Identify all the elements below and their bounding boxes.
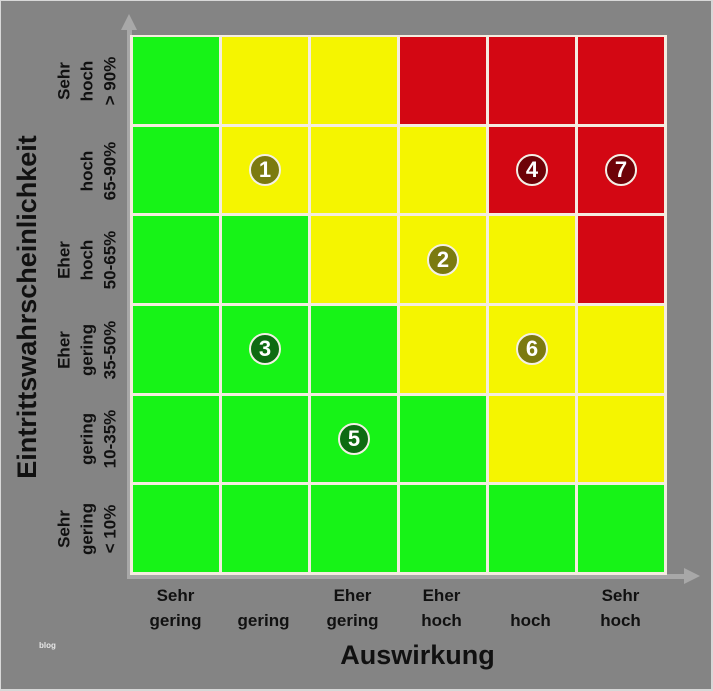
risk-matrix: 1 4 7 2 3 6 5 [130,35,667,575]
y-tick-line: Eher [54,241,73,279]
y-tick-label: Eher gering 35-50% [52,306,122,395]
matrix-cell [489,216,575,303]
y-tick-line: gering [77,503,96,555]
matrix-cell [133,395,219,483]
matrix-cell: 3 [222,305,308,393]
y-tick-line: hoch [77,239,96,281]
y-tick-line: hoch [77,60,96,102]
y-tick-line: gering [77,324,96,376]
y-tick-label: hoch 65-90% [52,127,122,216]
matrix-cell [578,395,664,483]
y-tick-line: Eher [54,331,73,369]
matrix-cell [222,485,308,572]
x-axis-line [127,574,687,579]
x-axis-arrow-icon [684,568,700,584]
y-tick-line: hoch [77,150,96,192]
y-tick-line: gering [77,413,96,465]
matrix-cell [133,126,219,214]
matrix-cell [489,395,575,483]
x-tick-label: hoch [486,583,575,633]
y-tick-line: Sehr [54,510,73,548]
risk-marker-1: 1 [249,153,281,186]
x-tick-line [486,583,575,608]
matrix-cell [311,485,397,572]
y-tick-label: gering 10-35% [52,395,122,484]
matrix-cell: 2 [400,216,486,303]
matrix-cell [222,216,308,303]
matrix-cell [311,216,397,303]
y-tick-line: < 10% [100,504,119,554]
matrix-cell: 5 [311,395,397,483]
matrix-cell [133,37,219,124]
matrix-cell: 4 [489,126,575,214]
risk-marker-7: 7 [605,153,637,186]
risk-marker-6: 6 [516,333,548,366]
x-tick-line: hoch [421,611,462,630]
x-tick-label: Eher gering [308,583,397,633]
x-axis-title: Auswirkung [340,640,495,670]
y-tick-line: 35-50% [100,320,119,380]
matrix-cell [400,395,486,483]
y-axis-arrow-icon [121,14,137,30]
y-axis-title: Eintrittswahrscheinlichkeit [12,135,42,479]
matrix-cell [489,37,575,124]
matrix-cell [578,37,664,124]
matrix-cell [311,305,397,393]
x-tick-line: Eher [422,586,461,605]
x-tick-label: Sehr gering [131,583,220,633]
risk-marker-3: 3 [249,333,281,366]
matrix-cell: 7 [578,126,664,214]
matrix-cell [578,305,664,393]
x-tick-line: hoch [510,611,551,630]
matrix-cell [578,216,664,303]
x-tick-line: gering [237,611,290,630]
x-tick-line: Sehr [156,586,195,605]
risk-marker-2: 2 [427,243,459,276]
risk-marker-4: 4 [516,153,548,186]
matrix-cell [311,126,397,214]
matrix-cell [578,485,664,572]
y-tick-label: Eher hoch 50-65% [52,216,122,305]
matrix-cell [400,37,486,124]
x-tick-label: Eher hoch [397,583,486,633]
x-tick-line [219,583,308,608]
y-tick-label: Sehr gering < 10% [52,485,122,574]
matrix-cell [400,126,486,214]
x-tick-line: Eher [333,586,372,605]
matrix-cell [400,305,486,393]
y-tick-line: Sehr [54,62,73,100]
watermark: blog [39,641,56,650]
x-tick-line: gering [326,611,379,630]
matrix-cell [133,216,219,303]
x-tick-label: Sehr hoch [576,583,665,633]
y-tick-line: 10-35% [100,409,119,469]
x-tick-line: Sehr [601,586,640,605]
matrix-cell [489,485,575,572]
matrix-cell [222,395,308,483]
x-tick-label: gering [219,583,308,633]
matrix-cell: 1 [222,126,308,214]
risk-marker-5: 5 [338,422,370,455]
matrix-cell [311,37,397,124]
matrix-cell [133,485,219,572]
matrix-cell [222,37,308,124]
y-tick-label: Sehr hoch > 90% [52,37,122,126]
matrix-cell: 6 [489,305,575,393]
y-tick-line: > 90% [100,56,119,106]
y-tick-line: 65-90% [100,141,119,201]
matrix-cell [400,485,486,572]
y-axis-line [127,28,132,579]
x-tick-line: hoch [600,611,641,630]
y-tick-line: 50-65% [100,230,119,290]
matrix-cell [133,305,219,393]
x-tick-line: gering [149,611,202,630]
